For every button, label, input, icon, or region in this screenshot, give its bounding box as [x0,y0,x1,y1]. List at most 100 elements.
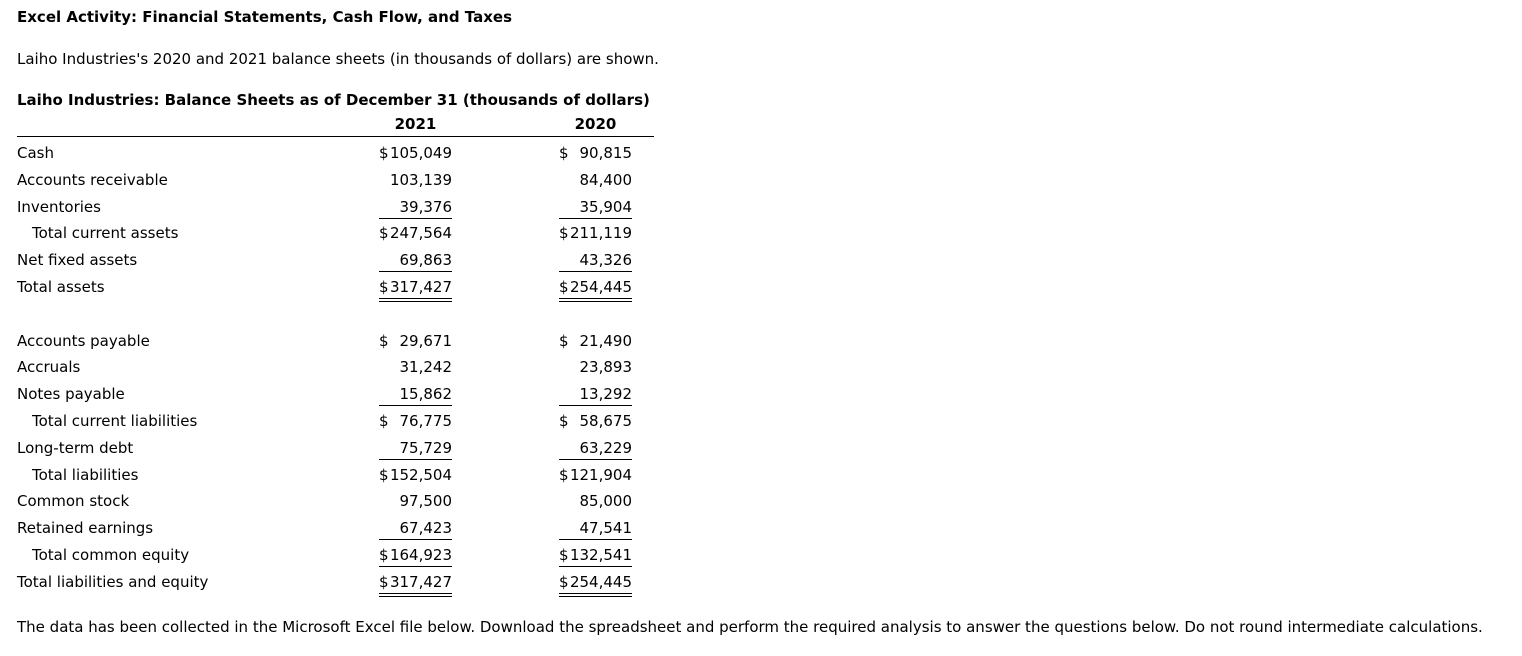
cell-value: 67,423 [399,519,453,538]
value-2020-cell: 63,229 [559,439,632,460]
row-label: Accounts receivable [17,170,168,189]
cell-value: 211,119 [569,224,632,243]
value-2020-cell: $132,541 [559,546,632,567]
value-2021-cell: $105,049 [379,144,452,164]
table-row: Total current assets $247,564 $211,119 [17,224,654,251]
value-2020-cell: $254,445 [559,278,632,302]
cell-value: 58,675 [579,411,633,430]
table-row: Accounts receivable 103,139 84,400 [17,171,654,198]
value-2020-cell: $90,815 [559,144,632,164]
value-2021-cell: $247,564 [379,224,452,244]
table-row: Total common equity $164,923 $132,541 [17,546,654,573]
cell-value: 35,904 [579,197,633,216]
cell-value: 15,862 [399,385,453,404]
table-title: Laiho Industries: Balance Sheets as of D… [17,91,650,109]
value-2021-cell: $152,504 [379,466,452,486]
value-2020-cell: $254,445 [559,573,632,597]
dollar-sign: $ [559,331,569,350]
table-row: Inventories 39,376 35,904 [17,198,654,225]
dollar-sign: $ [559,277,569,296]
dollar-sign: $ [379,224,389,243]
cell-value: 132,541 [569,545,632,564]
footer-text: The data has been collected in the Micro… [17,617,1483,636]
intro-text: Laiho Industries's 2020 and 2021 balance… [17,50,659,68]
value-2020-cell: 35,904 [559,198,632,219]
cell-value: 69,863 [399,251,453,270]
table-row: Cash $105,049 $90,815 [17,144,654,171]
row-label: Total current liabilities [32,411,198,430]
table-row: Total liabilities and equity $317,427 $254… [17,573,654,600]
dollar-sign: $ [559,465,569,484]
cell-value: 75,729 [399,438,453,457]
value-2020-cell: 85,000 [559,492,633,512]
value-2021-cell: 67,423 [379,519,453,541]
row-label: Long-term debt [17,438,134,457]
dollar-sign: $ [559,572,569,591]
cell-value: 31,242 [399,358,453,377]
value-2020-cell: 13,292 [559,385,633,407]
table-spacer-row [17,305,654,332]
cell-value: 47,541 [579,519,633,538]
row-label: Total liabilities [32,465,139,484]
row-label: Accruals [17,358,81,377]
cell-value: 76,775 [399,411,453,430]
value-2021-cell: $29,671 [379,332,452,352]
value-2020-cell: $211,119 [559,224,632,244]
table-row: Common stock 97,500 85,000 [17,492,654,519]
table-row: Notes payable 15,862 13,292 [17,385,654,412]
dollar-sign: $ [559,224,569,243]
table-row: Total current liabilities $76,775 $58,675 [17,412,654,439]
dollar-sign: $ [379,465,389,484]
row-label: Total assets [17,277,105,296]
row-label: Accounts payable [17,331,150,350]
cell-value: 247,564 [389,224,452,243]
row-label: Cash [17,144,54,162]
cell-value: 13,292 [579,385,633,404]
value-2020-cell: 23,893 [559,358,633,378]
cell-value: 103,139 [389,170,452,189]
cell-value: 85,000 [579,492,633,511]
dollar-sign: $ [379,545,389,564]
table-row: Accounts payable $29,671 $21,490 [17,332,654,359]
table-row: Net fixed assets 69,863 43,326 [17,251,654,278]
cell-value: 23,893 [579,358,633,377]
value-2021-cell: 69,863 [379,251,453,273]
page-title: Excel Activity: Financial Statements, Ca… [17,8,513,26]
table-row: Retained earnings 67,423 47,541 [17,519,654,546]
value-2021-cell: 39,376 [379,198,452,219]
dollar-sign: $ [379,144,389,162]
row-label: Net fixed assets [17,251,138,270]
table-body: Cash $105,049 $90,815 Accounts receivable 10… [17,137,654,600]
value-2021-cell: $317,427 [379,278,452,302]
value-2020-cell: $58,675 [559,412,632,432]
value-2020-cell: 47,541 [559,519,633,541]
value-2020-cell: $121,904 [559,466,632,486]
dollar-sign: $ [379,411,389,430]
column-header-2020: 2020 [574,115,617,133]
value-2021-cell: 31,242 [379,358,453,378]
row-label: Common stock [17,492,130,511]
value-2021-cell: 75,729 [379,439,452,460]
cell-value: 39,376 [399,197,453,216]
cell-value: 43,326 [579,251,633,270]
row-label: Retained earnings [17,519,154,538]
value-2021-cell: 97,500 [379,492,453,512]
row-label: Total liabilities and equity [17,572,209,591]
cell-value: 317,427 [389,572,452,591]
value-2020-cell: 84,400 [559,171,633,191]
cell-value: 254,445 [569,277,632,296]
value-2021-cell: 103,139 [379,171,452,191]
row-label: Total current assets [32,224,179,243]
dollar-sign: $ [559,411,569,430]
table-header-row: 2021 2020 [17,109,654,137]
column-header-2021: 2021 [394,115,437,133]
table-row: Accruals 31,242 23,893 [17,358,654,385]
cell-value: 63,229 [579,438,633,457]
value-2021-cell: 15,862 [379,385,453,407]
table-row: Total liabilities $152,504 $121,904 [17,466,654,493]
row-label: Total common equity [32,545,190,564]
value-2020-cell: 43,326 [559,251,633,273]
dollar-sign: $ [379,572,389,591]
cell-value: 105,049 [389,144,452,162]
